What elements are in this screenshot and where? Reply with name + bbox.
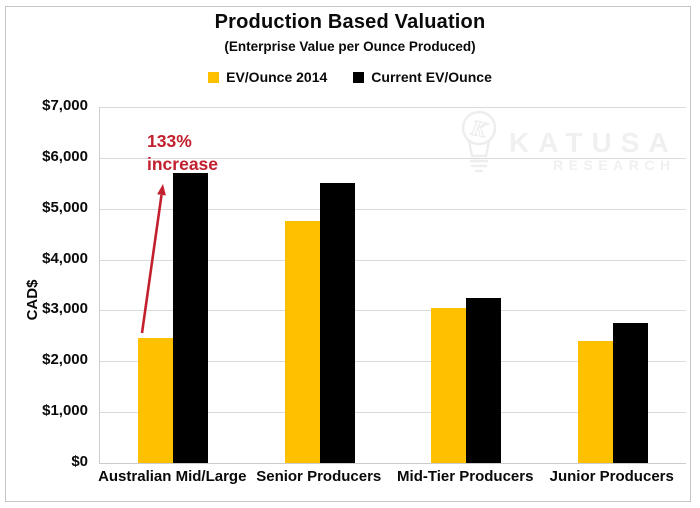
increase-annotation-line1: 133% xyxy=(147,131,192,151)
y-tick-label: $2,000 xyxy=(42,351,88,369)
legend-item-ev-ounce-2014: EV/Ounce 2014 xyxy=(208,69,327,85)
x-category-label: Senior Producers xyxy=(256,468,382,485)
gridline xyxy=(100,208,686,210)
gridline xyxy=(100,361,686,363)
gridline xyxy=(100,157,686,159)
y-tick-label: $7,000 xyxy=(42,97,88,114)
y-tick-label: $4,000 xyxy=(42,249,88,267)
legend-item-current-ev-ounce: Current EV/Ounce xyxy=(353,69,492,85)
y-tick-label: $6,000 xyxy=(42,147,88,165)
x-category-label: Junior Producers xyxy=(549,468,674,485)
katusa-lightbulb-icon: K xyxy=(461,110,497,173)
chart-title: Production Based Valuation xyxy=(214,11,486,33)
bar-ev-ounce-2014 xyxy=(577,340,613,463)
gridline xyxy=(100,107,686,108)
bar-ev-ounce-2014 xyxy=(431,307,467,463)
x-category-label: Mid-Tier Producers xyxy=(397,468,534,485)
y-tick-label: $1,000 xyxy=(42,402,88,420)
gridline xyxy=(100,412,686,414)
watermark-sub: RESEARCH xyxy=(553,157,676,173)
bar-current-ev-ounce xyxy=(173,173,209,463)
gridline xyxy=(100,310,686,312)
svg-text:K: K xyxy=(468,115,490,143)
legend: EV/Ounce 2014 Current EV/Ounce xyxy=(0,69,700,85)
y-tick-label: $5,000 xyxy=(42,198,88,216)
plot-area xyxy=(99,107,686,464)
legend-label-current-ev-ounce: Current EV/Ounce xyxy=(371,69,492,85)
watermark-brand: KATUSA xyxy=(509,127,678,158)
chart-subtitle: (Enterprise Value per Ounce Produced) xyxy=(224,39,476,54)
gridline xyxy=(100,259,686,261)
bar-ev-ounce-2014 xyxy=(138,338,174,463)
bar-current-ev-ounce xyxy=(466,297,502,463)
x-category-label: Australian Mid/Large xyxy=(98,468,247,485)
legend-swatch-black xyxy=(353,71,365,83)
legend-label-ev-ounce-2014: EV/Ounce 2014 xyxy=(226,69,328,85)
y-tick-label: $0 xyxy=(71,453,88,470)
increase-annotation: 133% increase xyxy=(147,130,218,176)
legend-swatch-gold xyxy=(208,71,220,83)
increase-annotation-line2: increase xyxy=(147,154,219,174)
bar-current-ev-ounce xyxy=(319,183,355,463)
bar-current-ev-ounce xyxy=(612,323,648,463)
y-tick-label: $3,000 xyxy=(42,300,88,318)
bar-ev-ounce-2014 xyxy=(284,221,320,463)
